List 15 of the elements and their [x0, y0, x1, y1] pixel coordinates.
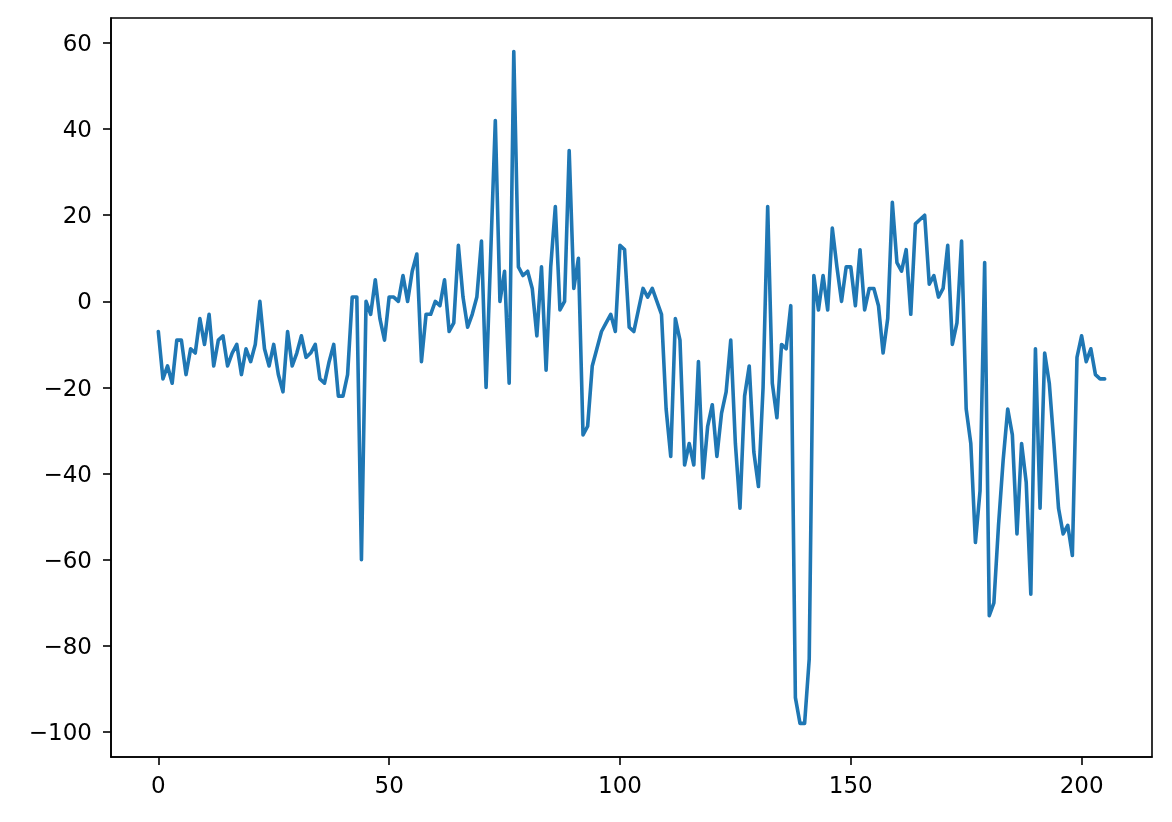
line-series [156, 49, 1107, 726]
y-tick-label: 40 [62, 116, 92, 143]
y-tick-label: −60 [43, 546, 92, 573]
x-tick-label: 0 [151, 771, 166, 798]
y-tick-label: 60 [62, 29, 92, 56]
y-tick-label: −40 [43, 460, 92, 487]
y-tick-label: 0 [77, 288, 92, 315]
x-tick-label: 100 [598, 771, 642, 798]
y-tick-label: −20 [43, 374, 92, 401]
x-tick-label: 50 [374, 771, 404, 798]
x-tick-label: 200 [1059, 771, 1104, 798]
x-tick-label: 150 [828, 771, 873, 798]
y-tick-label: 20 [62, 202, 92, 229]
y-tick-label: −80 [43, 632, 92, 659]
y-tick-label: −100 [28, 719, 92, 746]
